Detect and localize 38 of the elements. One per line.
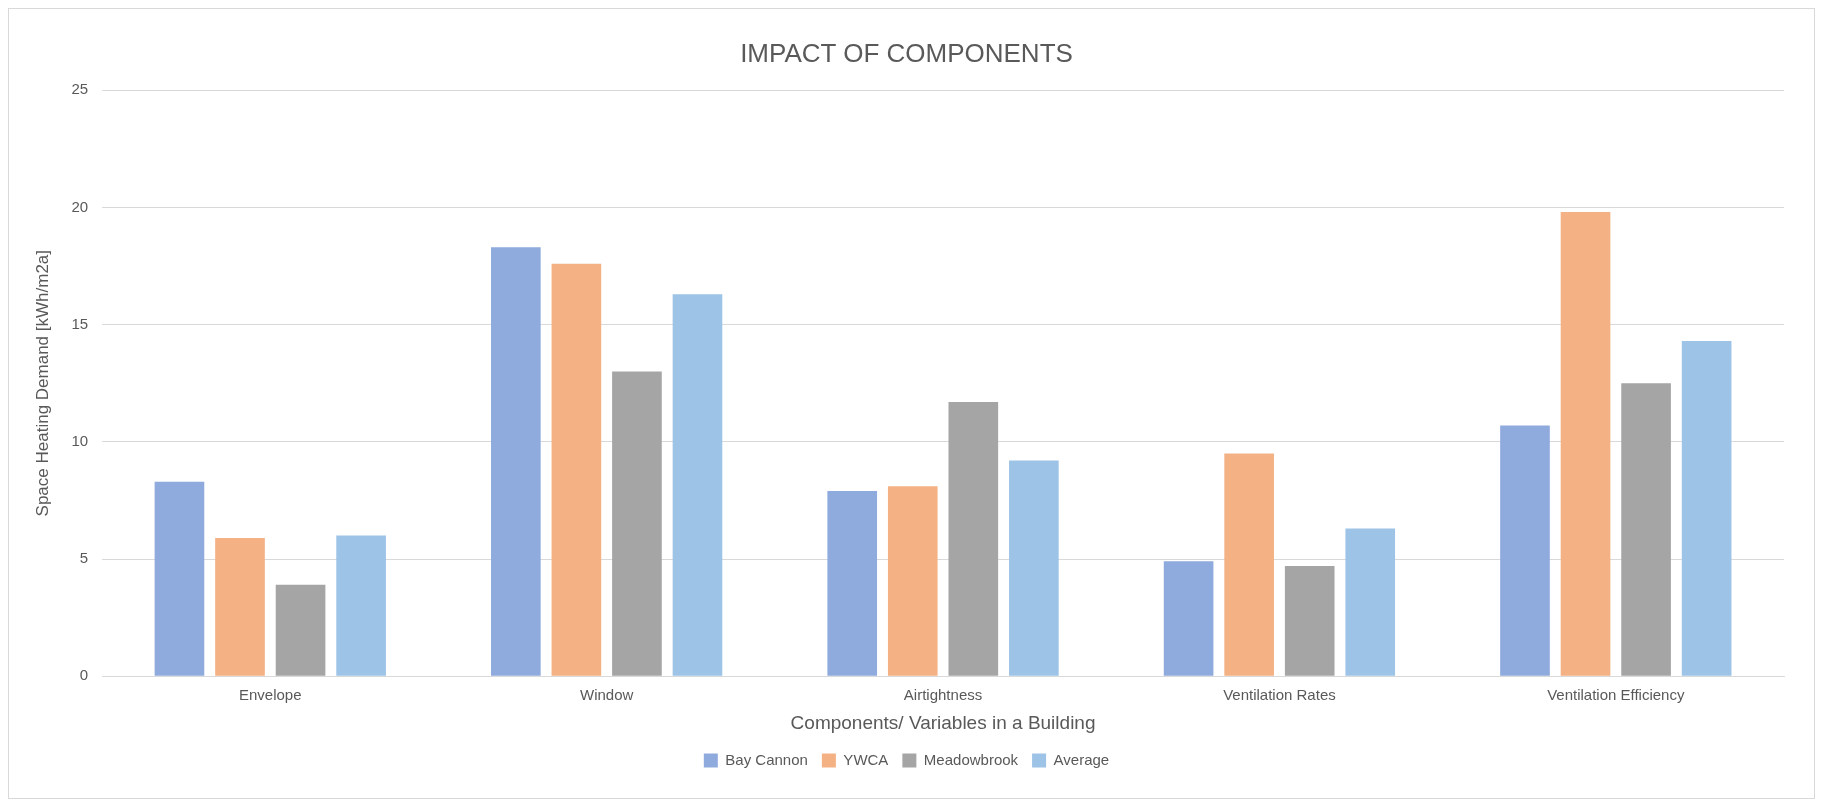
bar <box>491 247 541 676</box>
x-tick-label: Airtightness <box>903 686 983 704</box>
legend-label: Meadowbrook <box>923 750 1019 768</box>
bar <box>1224 453 1274 676</box>
bar <box>672 294 723 676</box>
x-tick-label: Ventilation Rates <box>1223 686 1336 704</box>
bar <box>612 371 662 676</box>
bar <box>215 537 265 676</box>
bar <box>1009 460 1059 676</box>
bar <box>827 491 878 676</box>
bar <box>1621 383 1671 676</box>
x-tick-label: Envelope <box>238 686 302 704</box>
legend-label: Bay Cannon <box>725 750 808 768</box>
bar <box>887 486 938 676</box>
bar <box>275 584 326 676</box>
bar <box>551 263 602 676</box>
chart-title: IMPACT OF COMPONENTS <box>740 37 1073 68</box>
bar <box>1681 341 1732 676</box>
y-tick-label: 0 <box>79 666 89 684</box>
y-tick-label: 20 <box>71 197 89 215</box>
bar <box>1163 561 1214 676</box>
y-axis-title: Space Heating Demand [kWh/m2a] <box>32 249 52 517</box>
bar <box>1560 212 1611 676</box>
legend-label: Average <box>1053 750 1110 768</box>
bar <box>1500 425 1550 676</box>
y-tick-label: 15 <box>71 314 89 332</box>
x-axis-title: Components/ Variables in a Building <box>790 711 1096 733</box>
x-tick-label: Window <box>579 686 634 704</box>
y-tick-label: 25 <box>71 80 89 98</box>
x-tick-label: Ventilation Efficiency <box>1547 686 1685 704</box>
bar <box>154 481 205 676</box>
y-tick-label: 5 <box>79 549 89 567</box>
bar <box>336 535 386 676</box>
legend-label: YWCA <box>843 750 889 768</box>
bar <box>948 401 999 676</box>
bar <box>1284 566 1335 676</box>
y-tick-label: 10 <box>71 431 89 449</box>
bar <box>1345 528 1396 676</box>
